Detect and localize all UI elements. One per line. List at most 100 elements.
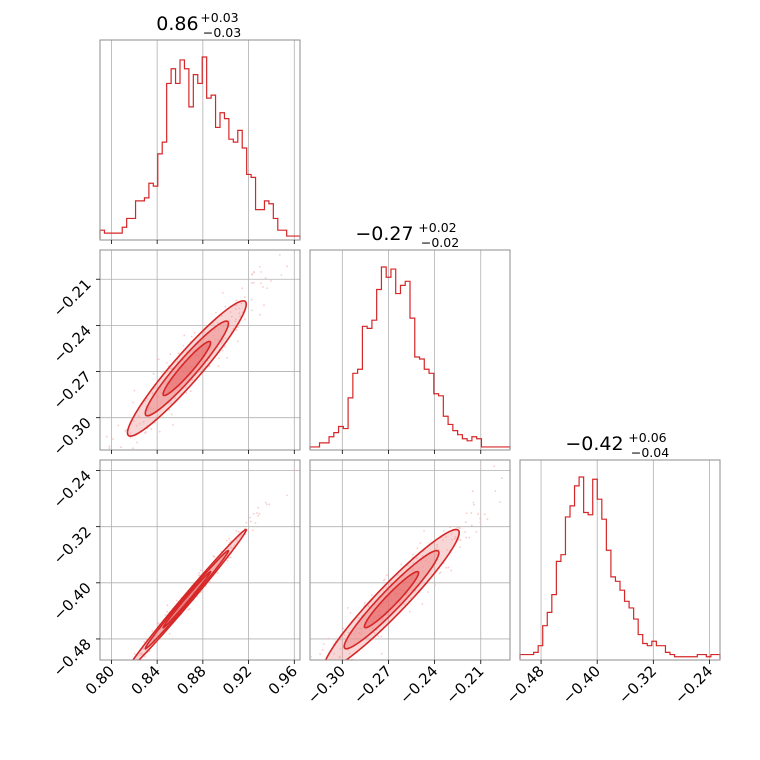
sample-point bbox=[182, 344, 185, 347]
sample-point bbox=[177, 352, 180, 355]
sample-point bbox=[307, 268, 309, 270]
sample-point bbox=[117, 672, 119, 674]
sample-point bbox=[240, 302, 243, 305]
sample-point bbox=[168, 408, 171, 411]
sample-point bbox=[166, 610, 169, 613]
sample-point bbox=[257, 514, 260, 517]
sample-point bbox=[204, 585, 207, 588]
frame-hist-1 bbox=[309, 249, 511, 451]
grid-hist-0 bbox=[111, 40, 295, 240]
2d-1-0-ytick-label-2: −0.24 bbox=[50, 321, 95, 366]
sample-point bbox=[86, 717, 88, 719]
sample-point bbox=[137, 415, 140, 417]
sample-point bbox=[327, 637, 330, 640]
sample-point bbox=[94, 475, 96, 477]
sample-point bbox=[143, 660, 145, 662]
sample-point bbox=[190, 335, 193, 338]
sample-point bbox=[470, 524, 473, 527]
sample-point bbox=[459, 527, 461, 530]
sample-point bbox=[454, 535, 457, 538]
sample-point bbox=[412, 561, 415, 564]
sample-point bbox=[154, 387, 157, 390]
sample-point bbox=[259, 313, 261, 316]
sample-point bbox=[483, 513, 486, 516]
sample-point bbox=[293, 469, 296, 471]
sample-point bbox=[189, 390, 192, 393]
sample-point bbox=[310, 238, 312, 240]
sample-point bbox=[248, 516, 251, 519]
sample-point bbox=[127, 679, 129, 681]
sample-point bbox=[143, 641, 146, 643]
sample-point bbox=[473, 503, 475, 506]
sample-point bbox=[128, 661, 130, 663]
sample-point bbox=[470, 512, 473, 514]
sample-point bbox=[252, 512, 255, 515]
sample-point bbox=[258, 713, 260, 715]
sample-point bbox=[223, 345, 226, 348]
sample-point bbox=[347, 631, 350, 634]
sample-point bbox=[339, 638, 342, 641]
sample-point bbox=[475, 530, 478, 533]
sample-point bbox=[343, 634, 346, 636]
title-param-0: 0.86 +0.03 −0.03 bbox=[156, 7, 243, 40]
sample-point bbox=[385, 586, 388, 589]
sample-point bbox=[150, 428, 153, 430]
2d-2-0-ytick-label-3: −0.24 bbox=[50, 467, 95, 512]
sample-point bbox=[273, 714, 275, 716]
sample-point bbox=[112, 438, 115, 440]
sample-point bbox=[278, 253, 281, 256]
sample-point bbox=[245, 521, 248, 524]
sample-point bbox=[250, 298, 253, 301]
2d-2-0-xtick-label-4: 0.96 bbox=[265, 662, 301, 698]
sample-point bbox=[237, 530, 240, 533]
sample-point bbox=[277, 241, 279, 243]
contour-line-1 bbox=[144, 320, 230, 417]
sample-point bbox=[457, 538, 460, 541]
sample-point bbox=[234, 308, 237, 310]
sample-point bbox=[304, 700, 306, 702]
sample-point bbox=[125, 663, 127, 665]
sample-point bbox=[243, 318, 246, 321]
sample-point bbox=[252, 281, 255, 284]
sample-point bbox=[94, 447, 96, 449]
sample-point bbox=[85, 731, 87, 733]
sample-point bbox=[436, 546, 439, 548]
sample-point bbox=[133, 389, 136, 392]
sample-point bbox=[258, 512, 261, 515]
sample-point bbox=[367, 604, 370, 607]
sample-point bbox=[346, 649, 349, 651]
sample-point bbox=[471, 490, 474, 493]
sample-point bbox=[415, 557, 418, 560]
density-2d-2-1 bbox=[258, 465, 514, 720]
sample-point bbox=[151, 630, 154, 632]
sample-point bbox=[262, 286, 264, 288]
grid-2d-2-1 bbox=[310, 460, 510, 660]
sample-point bbox=[477, 513, 480, 515]
sample-point bbox=[342, 627, 345, 630]
grid-hist-2 bbox=[540, 460, 710, 660]
sample-point bbox=[209, 581, 212, 583]
sample-point bbox=[124, 668, 126, 670]
hist-2-xtick-label-3: −0.24 bbox=[671, 662, 716, 707]
sample-point bbox=[125, 429, 128, 431]
sample-point bbox=[238, 307, 241, 310]
sample-point bbox=[419, 542, 422, 544]
sample-point bbox=[380, 635, 382, 638]
sample-point bbox=[119, 676, 121, 678]
sample-point bbox=[119, 446, 122, 449]
frame-2d-1-0 bbox=[99, 249, 301, 451]
sample-point bbox=[268, 503, 271, 506]
2d-2-0-xtick-label-3: 0.92 bbox=[219, 662, 255, 698]
sample-point bbox=[230, 546, 232, 548]
ticks-hist-2: −0.48 −0.40 −0.32 −0.24 bbox=[503, 660, 716, 707]
sample-point bbox=[494, 490, 497, 493]
sample-point bbox=[294, 718, 296, 720]
sample-point bbox=[166, 604, 169, 607]
sample-point bbox=[512, 477, 514, 479]
frame-2d-2-1 bbox=[309, 459, 511, 661]
contour-line-1 bbox=[144, 549, 230, 650]
panel-hist-1: −0.27 +0.02 −0.02 bbox=[309, 220, 511, 454]
sample-point bbox=[281, 717, 283, 719]
sample-point bbox=[400, 563, 403, 566]
sample-point bbox=[135, 424, 138, 427]
